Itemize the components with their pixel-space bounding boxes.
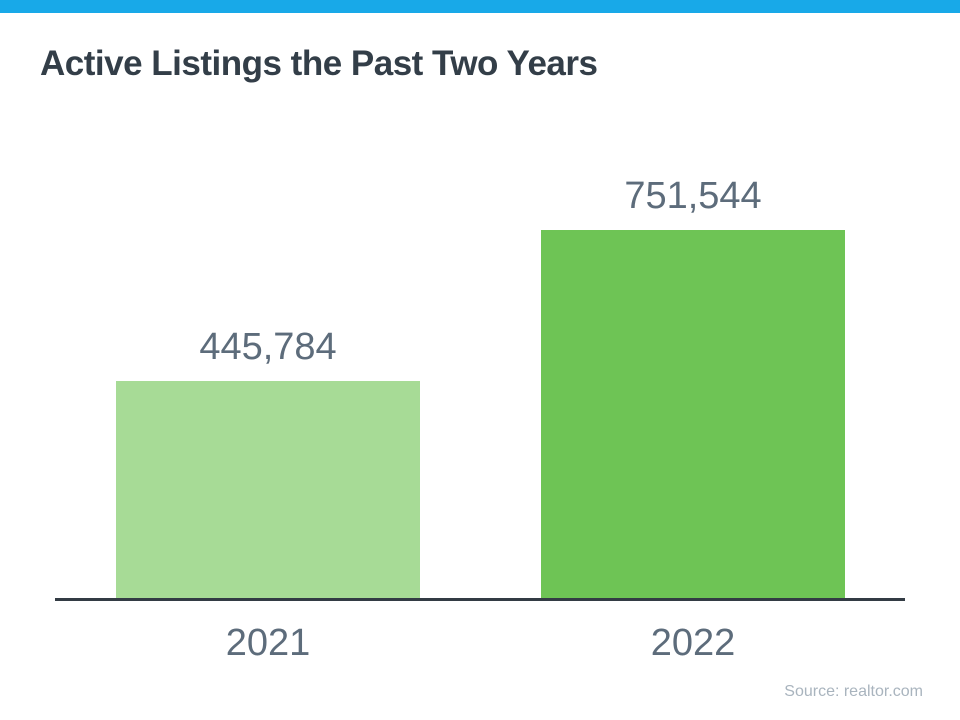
header-accent-bar: [0, 0, 960, 13]
bar-2022: [541, 230, 845, 600]
source-attribution: Source: realtor.com: [784, 683, 923, 700]
bar-value-label-2022: 751,544: [624, 175, 762, 217]
x-axis-label-2021: 2021: [225, 622, 311, 664]
x-axis-line: [55, 598, 905, 601]
chart-title: Active Listings the Past Two Years: [40, 44, 598, 83]
bar-2021: [116, 381, 420, 600]
bar-value-label-2021: 445,784: [199, 326, 337, 368]
x-axis-label-2022: 2022: [650, 622, 736, 664]
